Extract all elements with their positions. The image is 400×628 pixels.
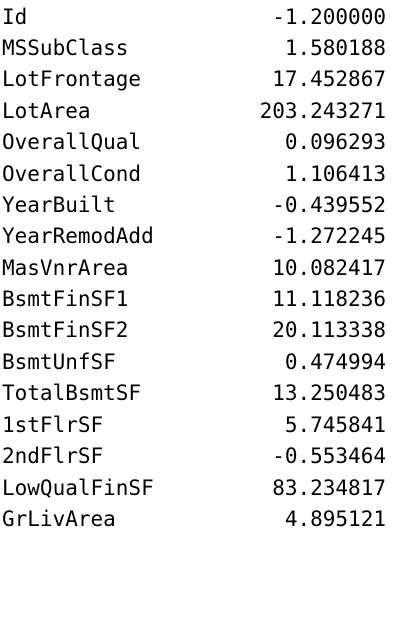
feature-value: -0.553464 — [272, 444, 386, 468]
feature-value: 1.106413 — [284, 162, 386, 186]
feature-name: GrLivArea — [2, 507, 116, 531]
feature-name: 1stFlrSF — [2, 413, 104, 437]
feature-value: 11.118236 — [272, 287, 386, 311]
series-row: LowQualFinSF 83.234817 — [0, 473, 386, 504]
feature-value: 13.250483 — [272, 381, 386, 405]
series-row: MSSubClass 1.580188 — [0, 33, 386, 64]
series-row: BsmtUnfSF 0.474994 — [0, 347, 386, 378]
feature-name: LotFrontage — [2, 67, 142, 91]
feature-name: YearBuilt — [2, 193, 116, 217]
feature-name: Id — [2, 5, 28, 29]
feature-value: 5.745841 — [284, 413, 386, 437]
feature-name: MasVnrArea — [2, 256, 129, 280]
series-row: 2ndFlrSF -0.553464 — [0, 441, 386, 472]
feature-name: MSSubClass — [2, 36, 129, 60]
series-row: LotArea 203.243271 — [0, 96, 386, 127]
series-row: BsmtFinSF1 11.118236 — [0, 284, 386, 315]
series-row: TotalBsmtSF 13.250483 — [0, 378, 386, 409]
series-row: 1stFlrSF 5.745841 — [0, 410, 386, 441]
feature-value: 1.580188 — [284, 36, 386, 60]
feature-name: OverallCond — [2, 162, 142, 186]
series-row: OverallQual 0.096293 — [0, 127, 386, 158]
feature-name: BsmtUnfSF — [2, 350, 116, 374]
feature-value: 0.474994 — [284, 350, 386, 374]
series-row: Id -1.200000 — [0, 2, 386, 33]
feature-value: -1.200000 — [272, 5, 386, 29]
feature-name: OverallQual — [2, 130, 142, 154]
series-row: OverallCond 1.106413 — [0, 159, 386, 190]
feature-name: TotalBsmtSF — [2, 381, 142, 405]
feature-name: BsmtFinSF1 — [2, 287, 129, 311]
feature-value: 17.452867 — [272, 67, 386, 91]
feature-name: BsmtFinSF2 — [2, 318, 129, 342]
series-output: Id -1.200000 MSSubClass 1.580188 LotFron… — [0, 2, 386, 535]
feature-value: 203.243271 — [259, 99, 386, 123]
feature-value: 0.096293 — [284, 130, 386, 154]
feature-name: LowQualFinSF — [2, 476, 154, 500]
feature-value: 83.234817 — [272, 476, 386, 500]
feature-name: LotArea — [2, 99, 91, 123]
feature-name: YearRemodAdd — [2, 224, 154, 248]
series-row: YearRemodAdd -1.272245 — [0, 221, 386, 252]
series-row: YearBuilt -0.439552 — [0, 190, 386, 221]
feature-value: 20.113338 — [272, 318, 386, 342]
feature-value: 4.895121 — [284, 507, 386, 531]
feature-value: -0.439552 — [272, 193, 386, 217]
feature-value: -1.272245 — [272, 224, 386, 248]
series-row: MasVnrArea 10.082417 — [0, 253, 386, 284]
series-row: GrLivArea 4.895121 — [0, 504, 386, 535]
series-row: BsmtFinSF2 20.113338 — [0, 315, 386, 346]
feature-name: 2ndFlrSF — [2, 444, 104, 468]
series-row: LotFrontage 17.452867 — [0, 64, 386, 95]
feature-value: 10.082417 — [272, 256, 386, 280]
